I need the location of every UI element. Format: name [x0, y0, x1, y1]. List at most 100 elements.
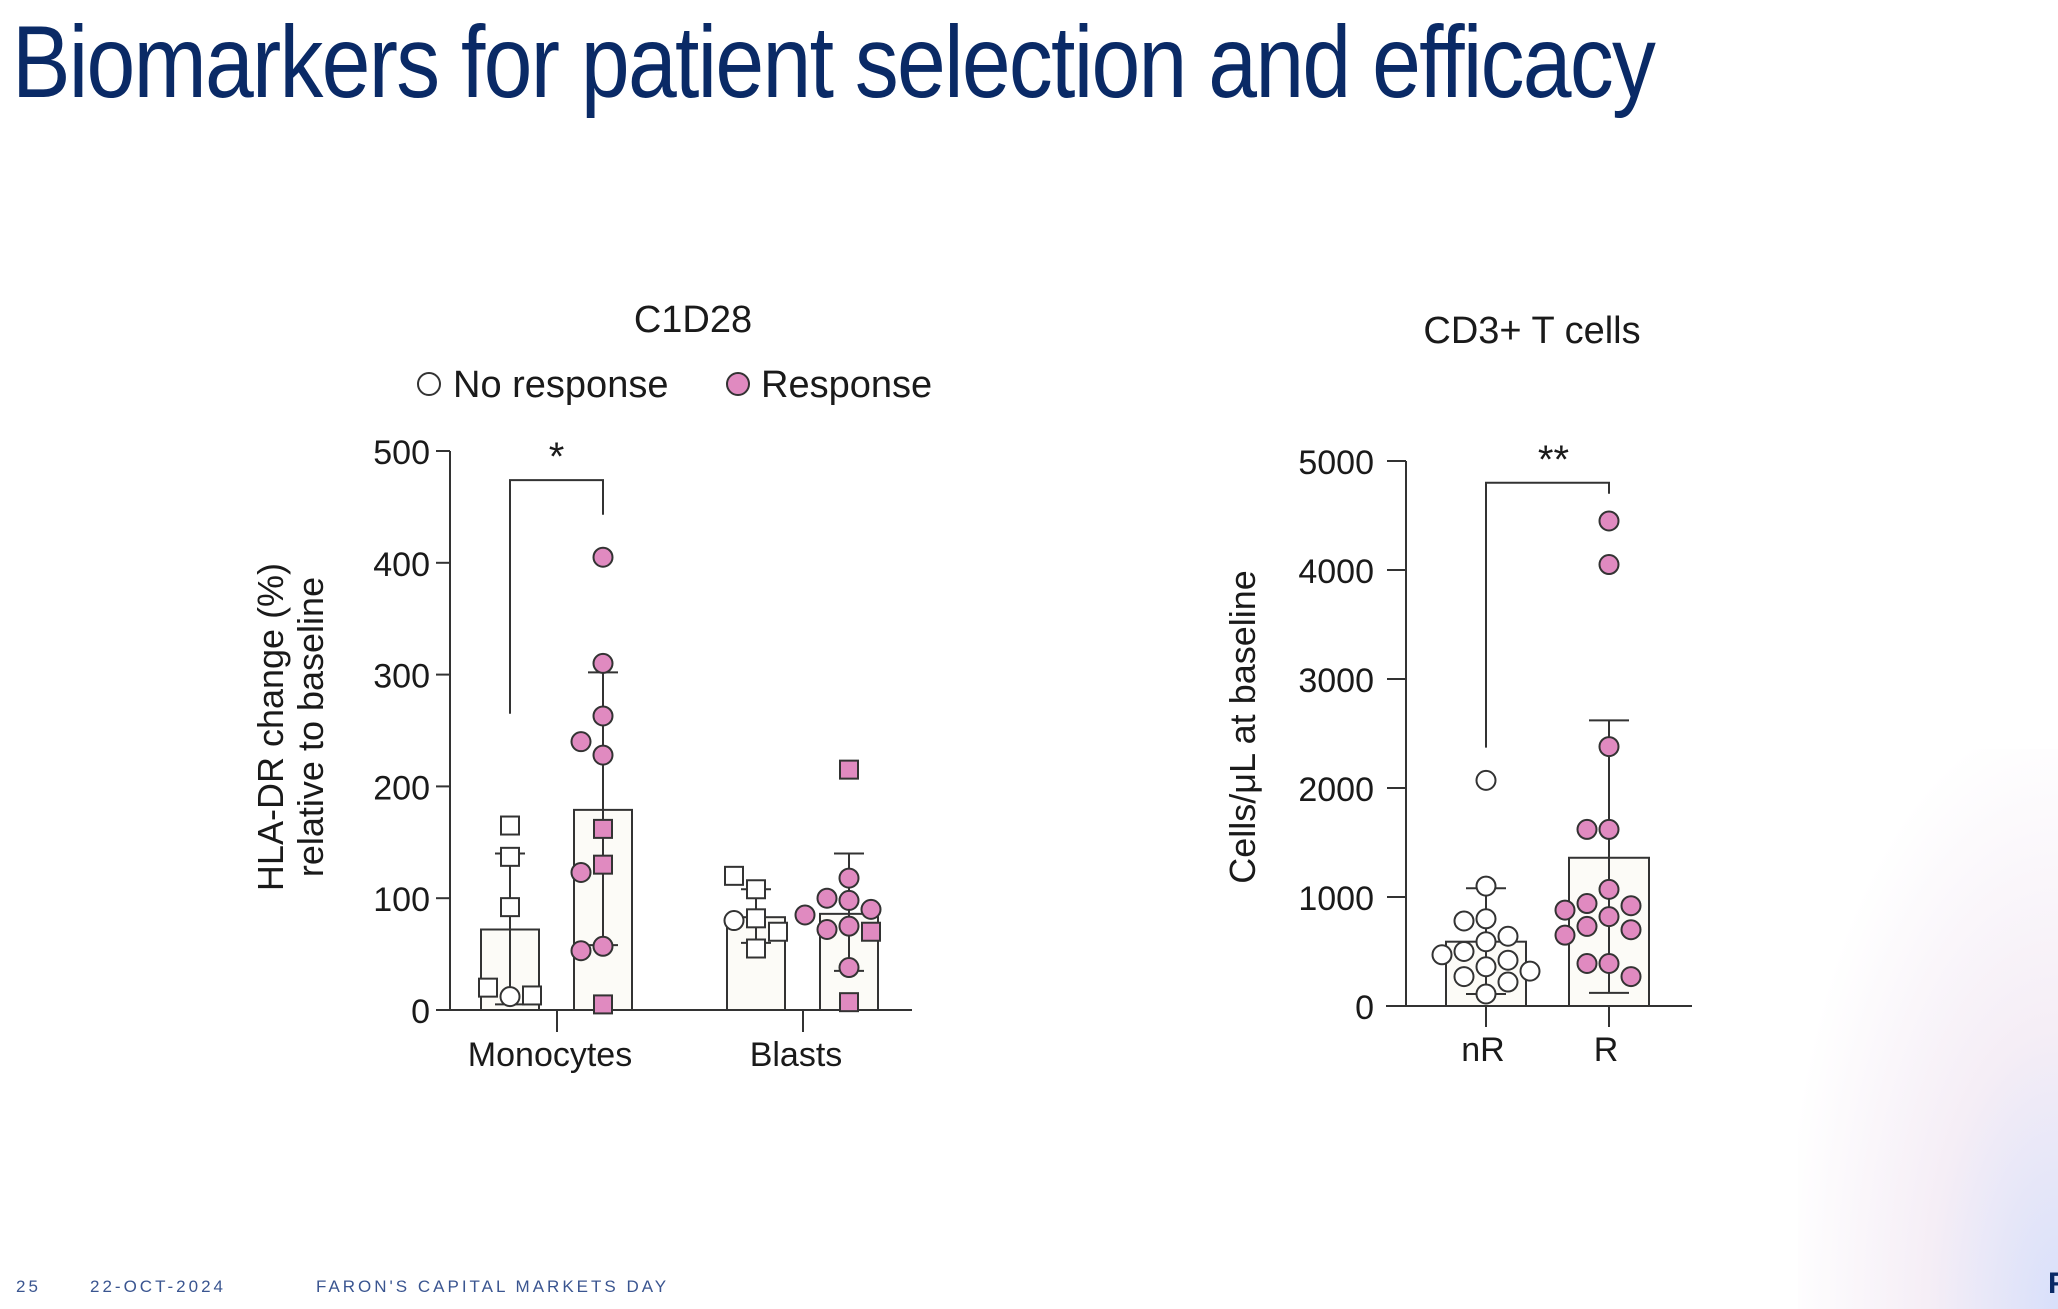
chart1-data-point	[500, 897, 520, 918]
chart2-y-tick-label: 0	[1355, 989, 1374, 1027]
chart1-y-tick-label: 300	[373, 658, 430, 696]
chart2-data-point	[1497, 971, 1519, 993]
chart2-data-point	[1598, 818, 1620, 840]
chart2-data-point	[1620, 919, 1642, 941]
chart2-ylabel-group: Cells/μL at baseline	[1222, 570, 1263, 884]
chart2-data-point	[1598, 510, 1620, 532]
chart2-y-tick-label: 2000	[1298, 771, 1374, 809]
chart1-legend: No response Response	[417, 364, 932, 406]
chart2-data-point	[1519, 960, 1541, 982]
chart1-data-point	[592, 705, 614, 727]
slide-title: Biomarkers for patient selection and eff…	[12, 5, 1656, 119]
chart1-title: C1D28	[634, 299, 752, 341]
chart1-y-tick-label: 500	[373, 434, 430, 472]
chart2-data-point	[1554, 899, 1576, 921]
chart2-data-point	[1598, 906, 1620, 928]
chart2-data-point	[1598, 554, 1620, 576]
footer-event: FARON'S CAPITAL MARKETS DAY	[316, 1277, 670, 1296]
chart1-data-point	[592, 744, 614, 766]
chart1-ylabel-line2: relative to baseline	[290, 577, 331, 877]
legend-no-response-marker	[417, 372, 441, 396]
chart2-data-point	[1497, 949, 1519, 971]
chart1-data-point	[724, 865, 744, 886]
chart1-data-point	[593, 818, 613, 839]
chart1-significance-bracket	[509, 479, 604, 714]
chart1-data-point	[746, 938, 766, 959]
chart1-data-point	[499, 986, 521, 1008]
chart2-data-point	[1453, 941, 1475, 962]
chart2-ylabel: Cells/μL at baseline	[1222, 570, 1263, 884]
chart2-data-point	[1475, 908, 1497, 930]
chart2-title: CD3+ T cells	[1423, 310, 1640, 352]
chart1-data-point	[861, 921, 881, 942]
chart2-data-point	[1453, 966, 1475, 988]
chart2-data-point	[1598, 952, 1620, 974]
chart1-data-point	[592, 652, 614, 674]
chart2-x-tick-label: R	[1594, 1031, 1619, 1069]
chart2-data-point	[1475, 956, 1497, 978]
chart2-data-point	[1475, 769, 1497, 791]
chart1-data-point	[570, 861, 592, 883]
chart2-data-point	[1554, 924, 1576, 946]
legend-response-label: Response	[761, 364, 932, 406]
chart1-data-point	[768, 921, 788, 942]
chart1-data-point	[816, 919, 838, 941]
chart1-data-point	[838, 957, 860, 979]
legend-no-response-label: No response	[453, 364, 668, 406]
chart2-data-point	[1576, 893, 1598, 915]
chart1-significance-label: *	[549, 435, 565, 479]
chart2-data-point	[1497, 925, 1519, 947]
chart1-data-point	[816, 887, 838, 909]
chart2-y-tick-label: 3000	[1298, 662, 1374, 700]
chart1-data-point	[593, 994, 613, 1015]
chart2-data-point	[1620, 966, 1642, 988]
chart1-data-point	[593, 854, 613, 875]
chart1-data-point	[592, 935, 614, 957]
chart2-data-point	[1576, 818, 1598, 840]
chart1-data-point	[478, 977, 498, 998]
chart2-data-point	[1431, 944, 1453, 966]
chart1-y-tick-label: 0	[411, 993, 430, 1031]
chart1-data-point	[746, 879, 766, 900]
chart1-data-point	[522, 985, 542, 1006]
company-logo: F	[2048, 1270, 2058, 1298]
chart1-data-point	[838, 867, 860, 889]
chart2-data-point	[1475, 931, 1497, 953]
chart1-ylabel: HLA-DR change (%) relative to baseline	[250, 563, 331, 891]
chart1-data-point	[860, 898, 882, 920]
chart1-data-point	[723, 910, 745, 932]
chart2-data-point	[1576, 952, 1598, 974]
chart1-data-point	[570, 940, 592, 962]
chart1-ylabel-line1: HLA-DR change (%)	[250, 563, 291, 891]
chart2-significance-label: **	[1538, 438, 1569, 482]
chart1-data-point	[838, 889, 860, 911]
chart2-data-point	[1475, 875, 1497, 897]
chart1-data-point	[746, 908, 766, 929]
chart1-y-tick-label: 200	[373, 769, 430, 807]
chart1-y-tick-label: 100	[373, 881, 430, 919]
chart2-data-point	[1598, 878, 1620, 900]
chart1-data-point	[838, 915, 860, 937]
chart1-data-point	[839, 759, 859, 780]
chart1-data-point	[500, 846, 520, 867]
footer-page-number: 25	[16, 1277, 41, 1296]
chart1-x-tick-label: Blasts	[750, 1036, 843, 1074]
corner-gradient-decoration	[1798, 749, 2058, 1309]
chart2-y-tick-label: 4000	[1298, 553, 1374, 591]
chart2-data-point	[1620, 895, 1642, 917]
chart2-x-tick-label: nR	[1461, 1031, 1504, 1069]
chart2-data-point	[1475, 983, 1497, 1005]
chart2-data-point	[1598, 736, 1620, 758]
chart2-y-tick-label: 5000	[1298, 444, 1374, 482]
chart1-data-point	[570, 731, 592, 753]
chart2-data-point	[1453, 910, 1475, 932]
footer-date: 22-OCT-2024	[90, 1277, 226, 1296]
chart1-x-tick-label: Monocytes	[468, 1036, 632, 1074]
chart2-y-tick-label: 1000	[1298, 880, 1374, 918]
chart1-data-point	[794, 904, 816, 926]
chart1-data-point	[839, 992, 859, 1013]
chart2-significance-bracket	[1485, 481, 1610, 748]
chart1-y-tick-label: 400	[373, 546, 430, 584]
chart1-data-point	[592, 546, 614, 568]
